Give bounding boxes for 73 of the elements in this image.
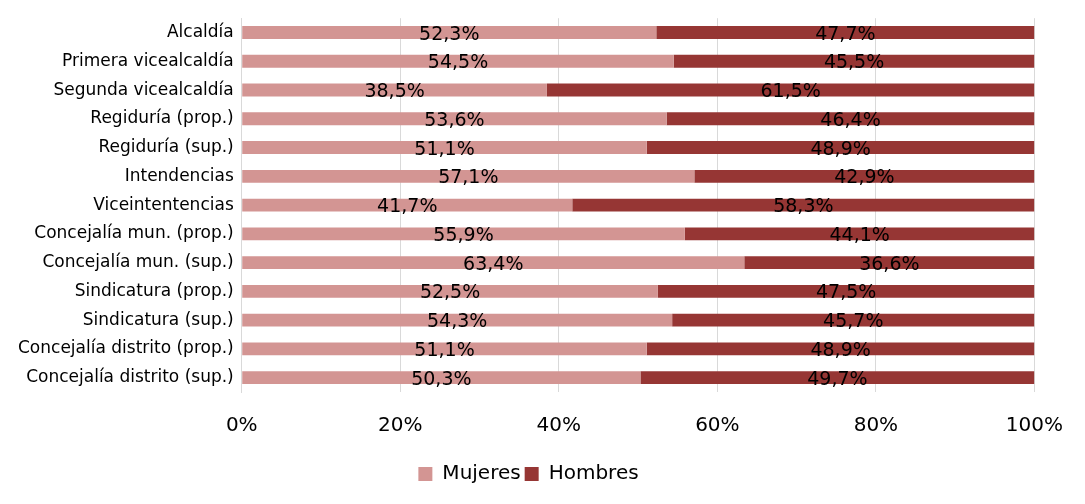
data-label: 51,1% <box>414 136 475 159</box>
bar <box>242 284 658 298</box>
data-label: 52,3% <box>419 21 480 44</box>
data-label: 63,4% <box>463 251 524 274</box>
bar <box>242 371 641 385</box>
data-label: 44,1% <box>829 222 890 245</box>
data-label: 50,3% <box>411 366 472 389</box>
bar <box>242 141 647 155</box>
data-label: 36,6% <box>859 251 920 274</box>
y-tick-label: Concejalía distrito (sup.) <box>26 366 234 387</box>
y-tick-label: Segunda vicealcaldía <box>53 78 234 99</box>
x-tick-label: 60% <box>695 412 740 437</box>
data-label: 46,4% <box>820 107 881 130</box>
bar <box>242 112 667 126</box>
data-label: 54,3% <box>427 309 488 332</box>
bar <box>242 83 547 97</box>
bar <box>684 227 1035 241</box>
data-label: 48,9% <box>810 136 871 159</box>
bar <box>657 284 1035 298</box>
bar <box>666 112 1035 126</box>
bar <box>656 26 1035 40</box>
bar <box>242 227 685 241</box>
legend-label: Hombres <box>548 460 639 485</box>
bar <box>673 54 1035 68</box>
y-tick-label: Regiduría (prop.) <box>90 107 234 128</box>
bar <box>672 313 1035 327</box>
bar <box>640 371 1035 385</box>
x-tick-label: 20% <box>378 412 423 437</box>
bar <box>242 313 673 327</box>
data-label: 38,5% <box>364 79 425 102</box>
bar <box>646 141 1035 155</box>
y-tick-label: Viceintentencias <box>93 193 234 214</box>
data-label: 45,5% <box>823 50 885 73</box>
bar <box>694 169 1035 183</box>
y-tick-label: Concejalía distrito (prop.) <box>18 337 234 358</box>
data-label: 41,7% <box>377 194 438 217</box>
y-tick-label: Concejalía mun. (sup.) <box>42 251 234 272</box>
bar <box>242 198 573 212</box>
y-tick-label: Sindicatura (prop.) <box>74 279 234 300</box>
data-label: 58,3% <box>773 194 834 217</box>
data-label: 55,9% <box>433 222 494 245</box>
bar <box>546 83 1035 97</box>
data-label: 57,1% <box>438 165 499 188</box>
data-label: 49,7% <box>807 366 868 389</box>
data-label: 51,1% <box>414 337 475 360</box>
data-label: 45,7% <box>823 309 884 332</box>
x-tick-label: 80% <box>853 412 899 437</box>
x-tick-label: 100% <box>1005 412 1063 437</box>
x-tick-label: 40% <box>536 412 582 437</box>
bar <box>744 256 1035 270</box>
x-tick-label: 0% <box>225 412 258 437</box>
data-label: 53,6% <box>424 107 485 130</box>
bar <box>242 256 745 270</box>
y-tick-label: Sindicatura (sup.) <box>82 308 234 329</box>
data-label: 47,7% <box>815 21 876 44</box>
bar <box>242 54 674 68</box>
y-tick-label: Alcaldía <box>166 21 234 41</box>
data-label: 52,5% <box>419 280 481 303</box>
bar <box>572 198 1035 212</box>
bar <box>242 342 647 356</box>
y-tick-label: Primera vicealcaldía <box>62 49 234 70</box>
data-label: 42,9% <box>834 165 895 188</box>
data-label: 48,9% <box>810 337 871 360</box>
data-label: 61,5% <box>760 79 821 102</box>
bar <box>646 342 1035 356</box>
data-label: 54,5% <box>427 50 489 73</box>
y-tick-label: Regiduría (sup.) <box>98 136 234 157</box>
y-tick-label: Concejalía mun. (prop.) <box>34 222 234 243</box>
data-label: 47,5% <box>815 280 877 303</box>
y-tick-label: Intendencias <box>124 164 234 185</box>
bar <box>242 169 695 183</box>
bar <box>242 26 657 40</box>
legend-label: Mujeres <box>442 460 521 485</box>
